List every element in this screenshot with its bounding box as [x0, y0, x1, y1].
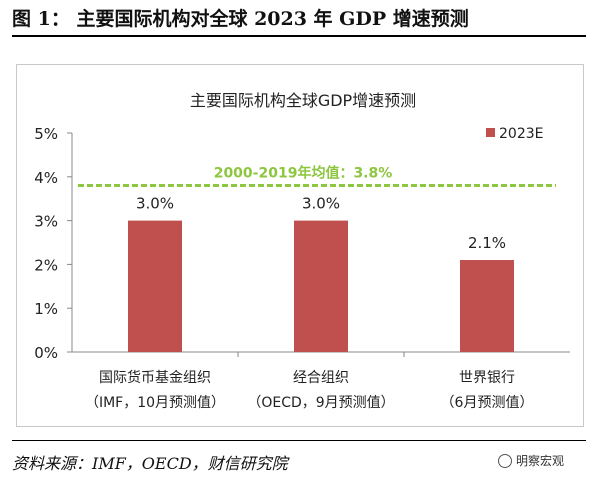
y-tick-label: 3% [34, 213, 58, 231]
legend-swatch [486, 128, 495, 137]
y-tick-label: 4% [34, 169, 58, 187]
chart-frame [16, 64, 584, 427]
bar-chart: 主要国际机构全球GDP增速预测 0% 1% 2% 3% 4% 5% 3.0% 国际货币基金组织 （… [34, 91, 570, 411]
bar [294, 220, 348, 352]
x-category-label: 世界银行 [459, 370, 515, 386]
title-rule [12, 35, 586, 37]
y-tick-label: 5% [34, 125, 58, 143]
wechat-icon [498, 453, 512, 468]
bar [128, 220, 182, 352]
x-category-sublabel: （IMF，10月预测值） [85, 395, 225, 411]
bar-value-label: 3.0% [302, 195, 340, 213]
y-tick-label: 2% [34, 256, 58, 274]
bar-value-label: 3.0% [136, 195, 174, 213]
y-tick-label: 0% [34, 344, 58, 362]
figure-title: 图 1： 主要国际机构对全球 2023 年 GDP 增速预测 [12, 8, 469, 30]
y-tick-label: 1% [34, 300, 58, 318]
chart-title: 主要国际机构全球GDP增速预测 [190, 91, 416, 110]
watermark: 明察宏观 [498, 452, 564, 469]
bar [460, 260, 514, 352]
bar-value-label: 2.1% [468, 234, 506, 252]
footer-rule [12, 440, 586, 441]
watermark-text: 明察宏观 [516, 454, 565, 468]
legend-label: 2023E [499, 126, 543, 142]
reference-line-label: 2000-2019年均值：3.8% [214, 165, 393, 182]
x-category-sublabel: （OECD，9月预测值） [247, 395, 394, 411]
source-note: 资料来源：IMF，OECD，财信研究院 [12, 454, 288, 473]
x-category-label: 国际货币基金组织 [99, 369, 211, 386]
x-category-sublabel: （6月预测值） [441, 395, 534, 411]
x-category-label: 经合组织 [293, 370, 349, 386]
